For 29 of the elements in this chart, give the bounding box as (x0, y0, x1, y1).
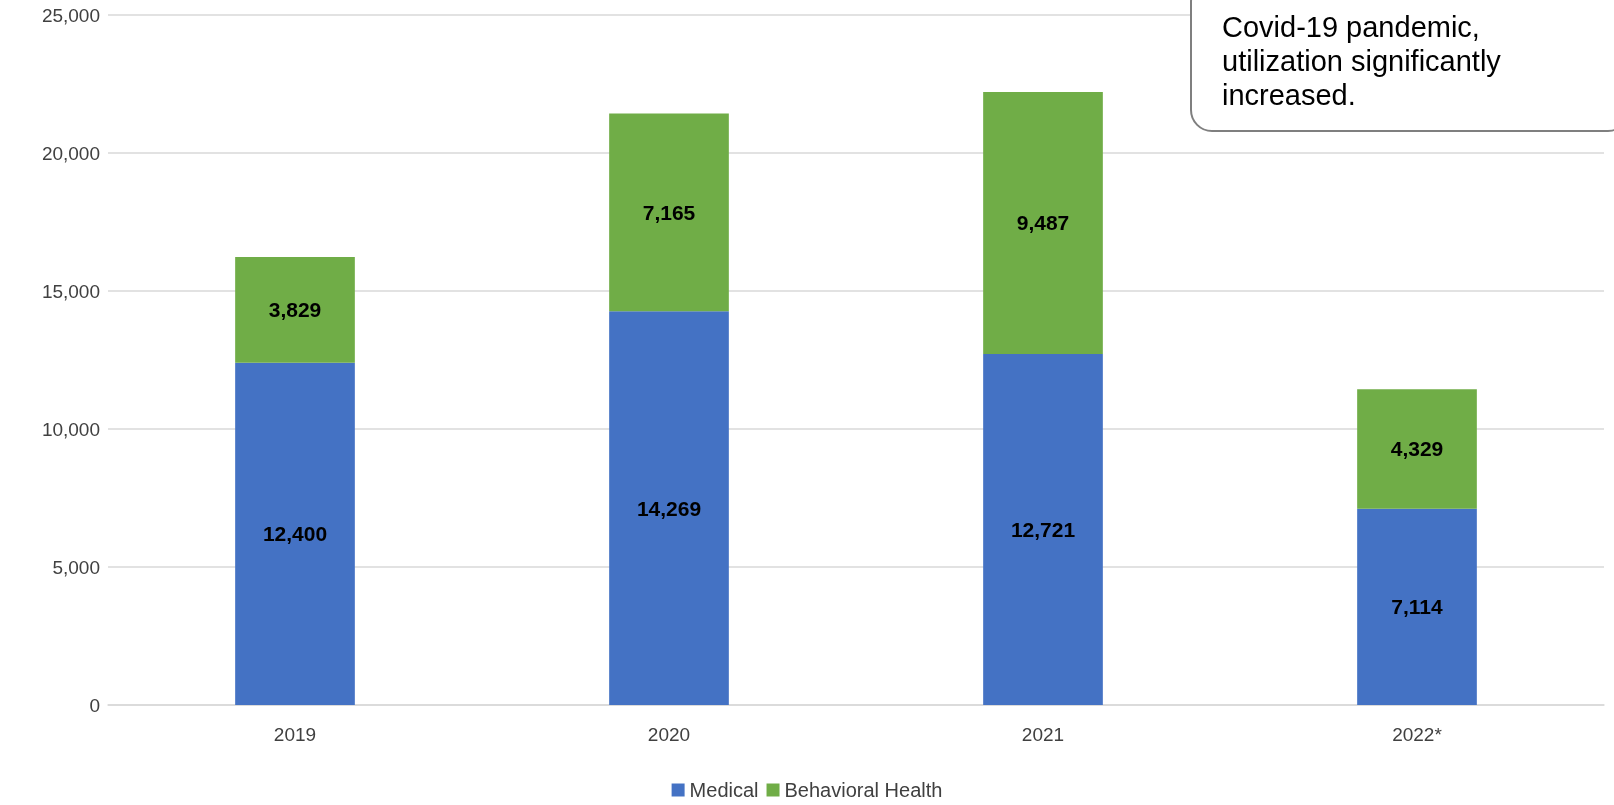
bar (1357, 508, 1477, 705)
x-tick-label: 2019 (273, 724, 317, 745)
x-tick-label: 2021 (1021, 724, 1065, 745)
bar (609, 113, 729, 312)
y-tick-label: 0 (89, 694, 100, 716)
data-label: 3,829 (268, 298, 322, 322)
annotation: Covid-19 pandemic, utilization significantly increased. (1222, 10, 1502, 112)
bar (983, 353, 1103, 705)
legend-label: Behavioral Health (784, 779, 943, 801)
bar (1357, 389, 1477, 509)
legend-label: Medical (689, 779, 759, 801)
bar (609, 311, 729, 705)
x-tick-label: 2022* (1392, 724, 1443, 745)
y-tick-label: 5,000 (52, 556, 100, 578)
data-label: 7,114 (1391, 595, 1444, 619)
y-tick-label: 10,000 (41, 418, 100, 440)
data-label: 14,269 (636, 496, 702, 520)
x-tick-label: 2020 (647, 724, 691, 745)
data-label: 9,487 (1016, 211, 1070, 235)
bar (983, 92, 1103, 354)
bar (235, 257, 355, 363)
data-label: 12,400 (262, 522, 328, 546)
y-tick-label: 25,000 (41, 4, 100, 26)
data-label: 7,165 (642, 200, 696, 224)
y-tick-label: 15,000 (41, 280, 100, 302)
bar (235, 362, 355, 705)
y-tick-label: 20,000 (41, 142, 100, 164)
data-label: 4,329 (1390, 437, 1444, 461)
data-label: 12,721 (1010, 517, 1076, 541)
